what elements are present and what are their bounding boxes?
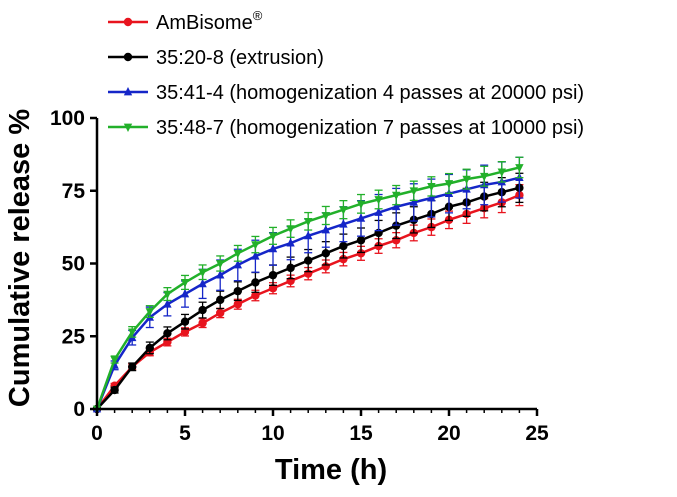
data-point	[286, 263, 295, 273]
data-point	[339, 241, 348, 251]
x-tick-label: 5	[179, 422, 191, 445]
series-3	[92, 156, 524, 413]
data-point	[374, 207, 383, 216]
data-point	[198, 305, 207, 315]
x-tick-label: 25	[525, 422, 549, 445]
data-point	[268, 232, 278, 241]
y-axis-title: Cumulative release %	[4, 109, 36, 407]
data-point	[233, 300, 242, 309]
legend-swatch-marker	[123, 123, 133, 133]
legend-label: 35:20-8 (extrusion)	[156, 47, 324, 69]
series-2	[92, 172, 524, 414]
data-point	[180, 317, 190, 326]
x-tick-label: 10	[261, 422, 284, 445]
data-point	[251, 278, 260, 287]
series-line	[95, 166, 520, 410]
data-point	[145, 308, 154, 317]
data-point	[268, 270, 278, 280]
data-point	[180, 279, 190, 288]
y-tick-label: 50	[62, 253, 85, 276]
data-point	[286, 238, 295, 247]
data-point	[128, 328, 137, 337]
data-point	[216, 308, 225, 318]
y-tick-label: 100	[50, 107, 85, 130]
x-tick-label: 15	[349, 422, 373, 445]
data-point	[251, 241, 260, 250]
legend-label: 35:48-7 (homogenization 7 passes at 1000…	[156, 117, 584, 139]
data-point	[480, 172, 489, 182]
y-tick-label: 25	[62, 325, 86, 348]
data-point	[356, 249, 366, 258]
data-point	[163, 290, 172, 300]
legend-item-1: AmBisome®	[108, 8, 263, 34]
data-point	[356, 200, 366, 209]
data-point	[409, 187, 418, 196]
data-point	[339, 219, 348, 228]
data-point	[198, 268, 207, 278]
data-point	[321, 212, 330, 221]
legend: AmBisome® 35:20-8 (extrusion) 35:41-4 (hom…	[108, 8, 584, 139]
legend-swatch-marker	[123, 86, 133, 96]
data-point	[427, 192, 436, 202]
data-point	[427, 183, 436, 192]
data-point	[321, 249, 330, 258]
data-point	[286, 225, 295, 234]
data-point	[145, 343, 154, 353]
data-point	[180, 327, 190, 337]
x-axis-title: Time (h)	[275, 454, 387, 486]
data-point	[321, 224, 330, 234]
legend-label: 35:41-4 (homogenization 4 passes at 2000…	[156, 82, 584, 104]
data-point	[268, 284, 278, 293]
plot-area	[92, 156, 524, 415]
x-tick-label: 0	[91, 422, 103, 445]
data-point	[392, 191, 401, 201]
data-point	[515, 164, 524, 173]
y-tick-label: 75	[62, 180, 86, 203]
data-point	[216, 270, 225, 279]
data-point	[110, 356, 119, 365]
axes: 0 5 10 15 20 25 0 25 50 75 100	[50, 107, 549, 445]
data-point	[163, 299, 172, 308]
y-tick-label: 0	[73, 398, 85, 421]
series-4	[92, 156, 524, 415]
data-point	[128, 362, 137, 372]
legend-swatch-marker	[123, 52, 133, 62]
data-point	[268, 243, 278, 253]
data-point	[374, 196, 383, 205]
data-point	[356, 236, 366, 245]
data-point	[198, 318, 207, 328]
data-point	[251, 291, 260, 300]
data-point	[216, 295, 225, 305]
x-tick-label: 20	[437, 422, 460, 445]
data-point	[392, 201, 401, 211]
data-point	[304, 230, 313, 240]
data-point	[251, 251, 260, 260]
data-point	[198, 278, 207, 288]
data-point	[356, 213, 366, 222]
data-point	[304, 217, 313, 227]
data-point	[233, 286, 242, 296]
legend-item-2: 35:20-8 (extrusion)	[108, 47, 324, 69]
legend-label-superscript: ®	[253, 8, 263, 23]
data-point	[233, 249, 242, 259]
data-point	[110, 385, 119, 395]
data-point	[497, 168, 506, 177]
data-point	[180, 289, 190, 298]
legend-item-3: 35:41-4 (homogenization 4 passes at 2000…	[108, 82, 584, 104]
data-point	[216, 260, 225, 269]
data-point	[233, 259, 242, 269]
data-point	[339, 254, 348, 264]
legend-item-4: 35:48-7 (homogenization 7 passes at 1000…	[108, 117, 584, 139]
data-point	[462, 175, 471, 185]
data-point	[444, 180, 454, 189]
data-point	[409, 197, 418, 206]
data-point	[304, 256, 313, 265]
data-point	[163, 329, 172, 338]
legend-label: AmBisome®	[156, 8, 263, 34]
data-point	[339, 206, 348, 215]
legend-swatch-marker	[123, 17, 133, 27]
